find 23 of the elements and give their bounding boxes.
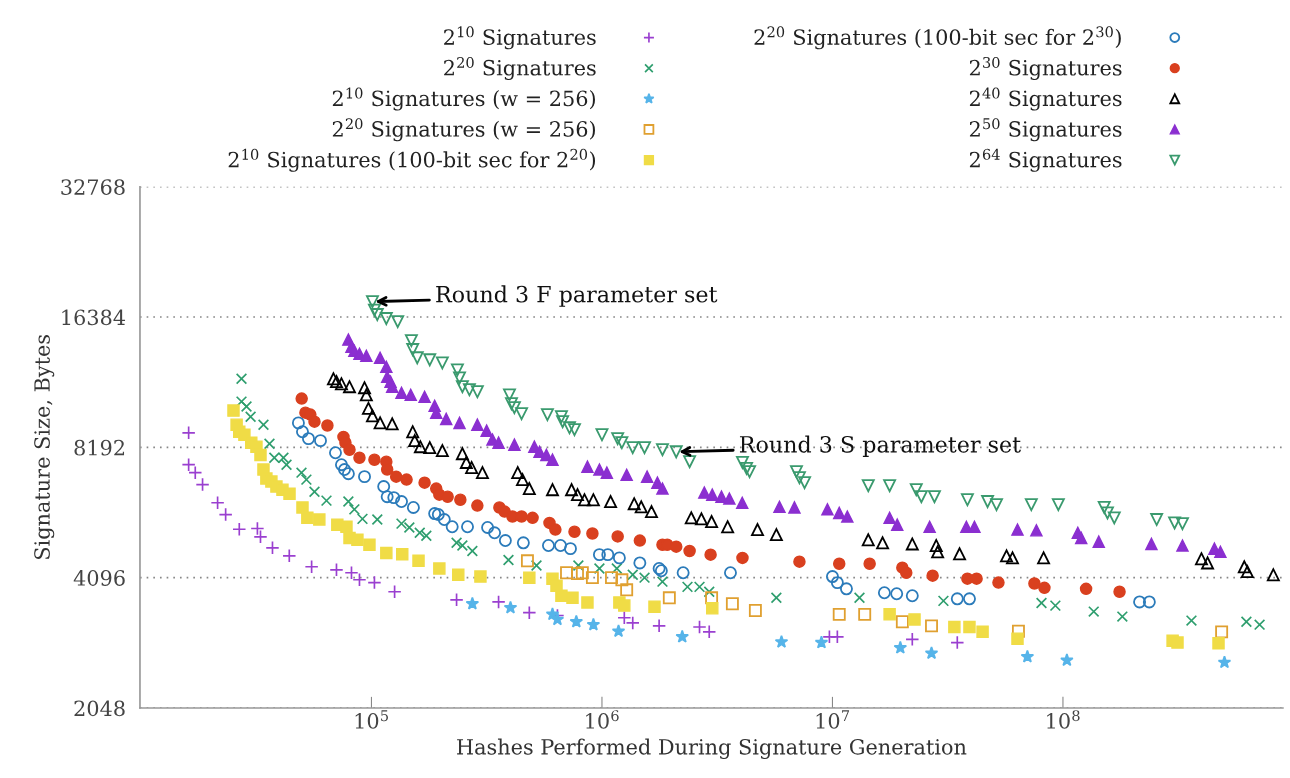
annotation: Round 3 S parameter set [739, 435, 1021, 458]
y-axis-title: Signature Size, Bytes [34, 335, 55, 559]
legend-label: 2$^{30}$ Signatures [969, 56, 1122, 80]
legend-label: 2$^{20}$ Signatures (w = 256) [332, 118, 596, 142]
x-axis-title: Hashes Performed During Signature Generation [457, 738, 967, 760]
legend-label: 2$^{20}$ Signatures [444, 56, 596, 80]
legend-label: 2$^{10}$ Signatures (100-bit sec for 2$^{20}$) [228, 148, 596, 172]
x-tick-label: 10$^{5}$ [355, 710, 388, 729]
y-tick-label: 32768 [61, 179, 125, 195]
legend-label: 2$^{10}$ Signatures (w = 256) [332, 87, 596, 111]
y-tick-label: 4096 [73, 570, 125, 586]
x-tick-label: 10$^{6}$ [586, 710, 619, 729]
y-tick-label: 2048 [74, 700, 125, 717]
x-tick-label: 10$^{7}$ [816, 710, 850, 729]
legend-label: 2$^{10}$ Signatures [444, 26, 596, 50]
annotation: Round 3 F parameter set [436, 285, 718, 307]
legend-label: 2$^{40}$ Signatures [969, 87, 1122, 111]
x-tick-label: 10$^{8}$ [1047, 710, 1080, 729]
y-tick-label: 8192 [74, 439, 125, 456]
y-tick-label: 16384 [62, 309, 126, 326]
legend-label: 2$^{50}$ Signatures [969, 118, 1122, 142]
legend-label: 2$^{64}$ Signatures [969, 148, 1122, 172]
legend-label: 2$^{20}$ Signatures (100-bit sec for 2$^{30}$) [754, 26, 1121, 50]
